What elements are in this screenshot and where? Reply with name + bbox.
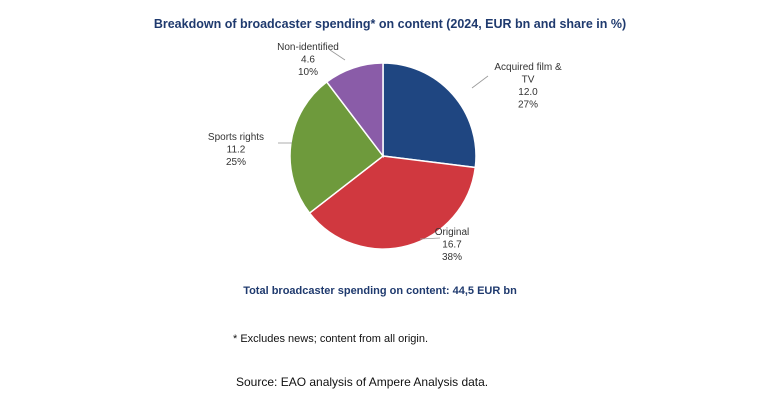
pie-slice-sports-rights — [289, 80, 385, 215]
slice-name: Acquired film & — [494, 62, 562, 73]
slice-name: TV — [522, 75, 535, 86]
slice-labels: Acquired film & TV 12.0 27% Original 16.7 38% S… — [208, 42, 562, 263]
pie-slices — [289, 62, 477, 250]
source-note: Source: EAO analysis of Ampere Analysis … — [236, 375, 488, 389]
slice-share: 38% — [442, 252, 462, 263]
slice-label: Sports rights 11.2 25% — [208, 132, 264, 168]
slice-label: Non-identified 4.6 10% — [277, 42, 339, 78]
slice-name: Original — [435, 227, 469, 238]
leader-line — [471, 75, 489, 89]
slice-label: Original 16.7 38% — [435, 227, 469, 263]
leader-line — [419, 237, 441, 240]
leader-line — [329, 49, 346, 61]
slice-label: Acquired film & TV 12.0 27% — [494, 62, 562, 111]
slice-name: Sports rights — [208, 132, 264, 143]
pie-slice-original — [308, 155, 477, 250]
pie-slice-non-identified — [325, 62, 384, 159]
footnote: * Excludes news; content from all origin… — [233, 333, 428, 345]
slice-share: 10% — [298, 67, 318, 78]
slice-value: 4.6 — [301, 55, 315, 66]
slice-share: 27% — [518, 100, 538, 111]
total-label: Total broadcaster spending on content: 4… — [243, 285, 517, 297]
slice-name: Non-identified — [277, 42, 339, 53]
slice-value: 12.0 — [518, 87, 538, 98]
slice-value: 11.2 — [227, 145, 246, 156]
chart-title: Breakdown of broadcaster spending* on co… — [154, 17, 626, 31]
pie-slice-acquired-film-tv — [382, 62, 477, 169]
slice-share: 25% — [226, 157, 246, 168]
slice-value: 16.7 — [442, 240, 462, 251]
